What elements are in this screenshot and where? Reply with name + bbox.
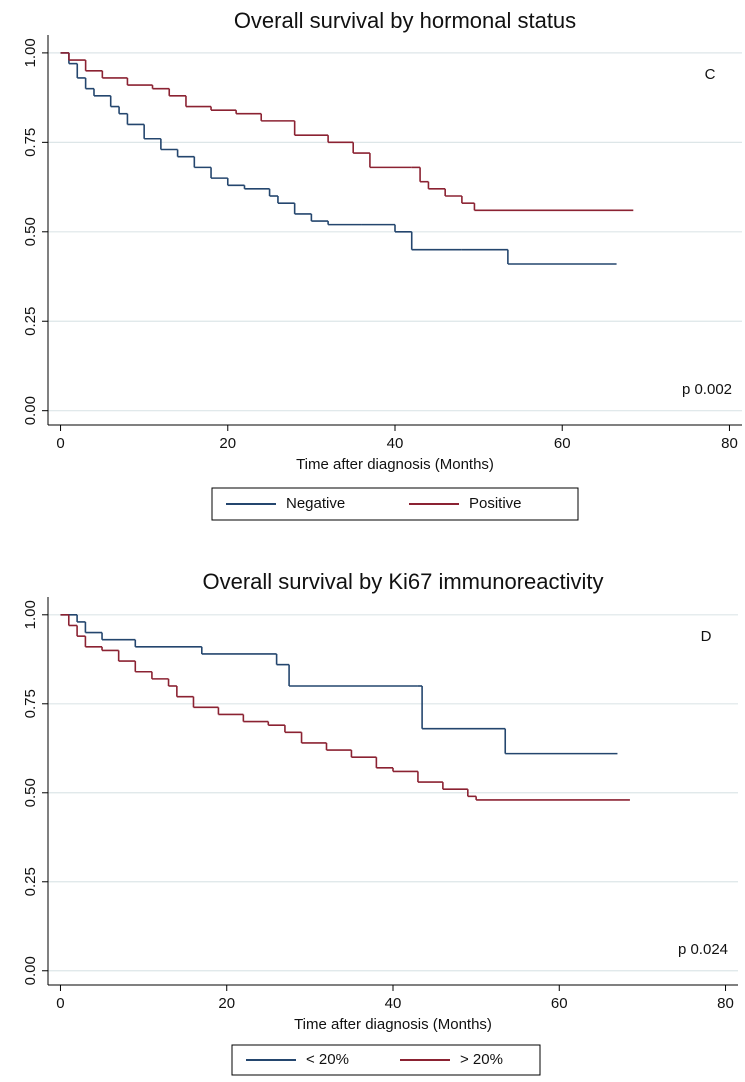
- x-axis-label: Time after diagnosis (Months): [294, 1016, 492, 1033]
- y-tick-label: 0.00: [22, 956, 39, 985]
- x-tick-label: 20: [219, 435, 236, 452]
- x-tick-label: 0: [56, 995, 64, 1012]
- p-value: p 0.024: [678, 941, 728, 958]
- y-tick-label: 0.00: [22, 396, 39, 425]
- survival-curve: [60, 613, 618, 755]
- y-tick-label: 1.00: [22, 600, 39, 629]
- y-tick-label: 1.00: [22, 38, 39, 67]
- chart-title: Overall survival by hormonal status: [234, 8, 576, 33]
- x-tick-label: 40: [385, 995, 402, 1012]
- legend-label: Negative: [286, 495, 345, 512]
- panel-label: C: [705, 66, 716, 83]
- x-tick-label: 0: [56, 435, 64, 452]
- survival-curve: [60, 613, 630, 801]
- p-value: p 0.002: [682, 381, 732, 398]
- legend-label: > 20%: [460, 1051, 503, 1068]
- x-tick-label: 60: [554, 435, 571, 452]
- chart-title: Overall survival by Ki67 immunoreactivit…: [202, 569, 603, 594]
- legend-label: < 20%: [306, 1051, 349, 1068]
- x-tick-label: 60: [551, 995, 568, 1012]
- x-tick-label: 80: [721, 435, 738, 452]
- x-axis-label: Time after diagnosis (Months): [296, 456, 494, 473]
- x-tick-label: 20: [218, 995, 235, 1012]
- x-tick-label: 80: [717, 995, 734, 1012]
- panel-label: D: [701, 628, 712, 645]
- survival-curve: [60, 52, 617, 265]
- y-tick-label: 0.50: [22, 778, 39, 807]
- x-tick-label: 40: [387, 435, 404, 452]
- survival-curve: [60, 52, 634, 212]
- y-tick-label: 0.25: [22, 307, 39, 336]
- y-tick-label: 0.50: [22, 217, 39, 246]
- y-tick-label: 0.75: [22, 689, 39, 718]
- y-tick-label: 0.25: [22, 867, 39, 896]
- legend-label: Positive: [469, 495, 522, 512]
- y-tick-label: 0.75: [22, 128, 39, 157]
